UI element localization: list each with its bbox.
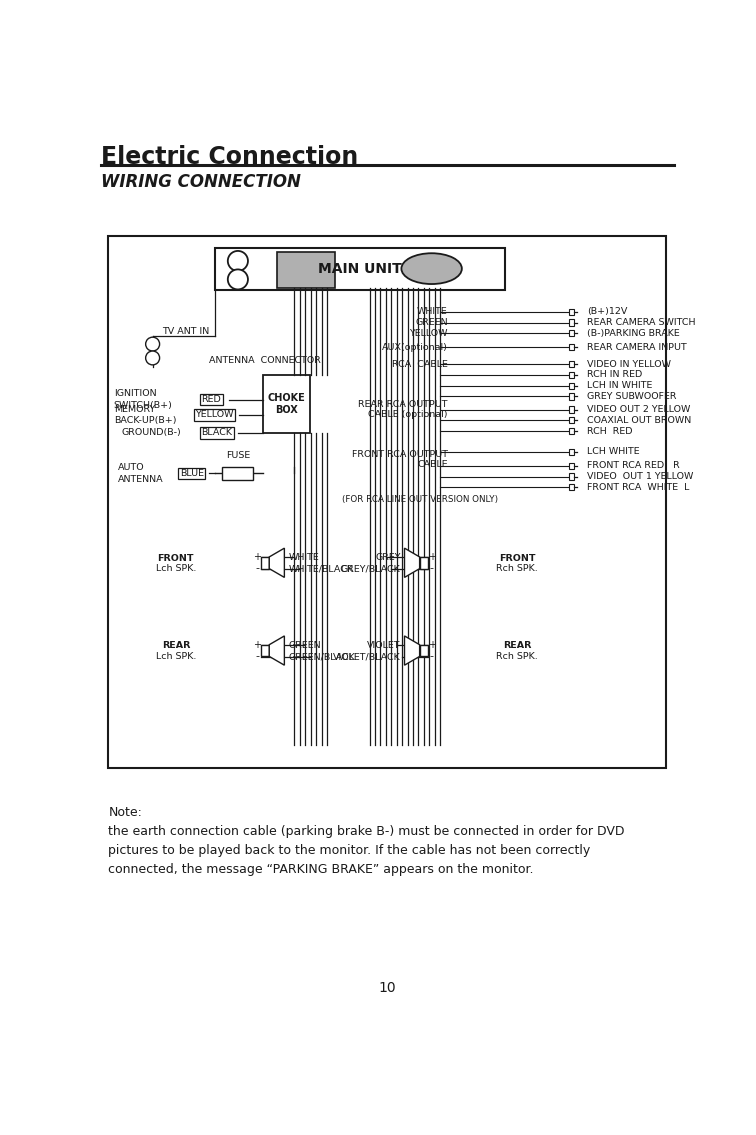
Text: RCH  RED: RCH RED — [587, 427, 633, 436]
Bar — [569, 309, 575, 314]
Bar — [569, 418, 575, 423]
Bar — [569, 344, 575, 351]
Text: FRONT RCA RED   R: FRONT RCA RED R — [587, 461, 680, 470]
Text: IGNITION
SWITCH(B+): IGNITION SWITCH(B+) — [114, 389, 173, 410]
Bar — [569, 330, 575, 336]
Text: +: + — [253, 553, 262, 562]
Text: WHITE: WHITE — [288, 553, 319, 562]
Text: VIOLET: VIOLET — [367, 640, 401, 649]
Text: AUX(optional): AUX(optional) — [382, 343, 448, 352]
Text: FRONT: FRONT — [157, 554, 194, 563]
Bar — [222, 468, 253, 480]
Text: -: - — [429, 563, 434, 573]
Text: REAR CAMERA SWITCH: REAR CAMERA SWITCH — [587, 318, 696, 327]
Bar — [569, 319, 575, 326]
Bar — [569, 485, 575, 490]
Ellipse shape — [401, 253, 462, 284]
Text: GREEN: GREEN — [415, 318, 448, 327]
Text: FRONT RCA OUTPUT
CABLE: FRONT RCA OUTPUT CABLE — [352, 449, 448, 469]
Text: 10: 10 — [379, 981, 396, 994]
Text: WHITE/BLACK: WHITE/BLACK — [288, 564, 353, 573]
Text: COAXIAL OUT BROWN: COAXIAL OUT BROWN — [587, 415, 692, 424]
Bar — [263, 375, 310, 432]
Text: RED: RED — [201, 395, 222, 404]
Text: REAR RCA OUTPUT
CABLE (optional): REAR RCA OUTPUT CABLE (optional) — [358, 400, 448, 419]
Bar — [261, 557, 269, 569]
Text: +: + — [253, 640, 262, 650]
Text: -: - — [256, 651, 259, 661]
Text: BLACK: BLACK — [201, 428, 232, 437]
Bar — [569, 361, 575, 368]
Bar — [569, 394, 575, 400]
Bar — [569, 473, 575, 480]
Circle shape — [146, 351, 160, 364]
Bar — [569, 406, 575, 413]
Text: ANTENNA  CONNECTOR: ANTENNA CONNECTOR — [209, 355, 321, 364]
Text: -: - — [256, 563, 259, 573]
Text: (FOR RCA LINE OUT VERSION ONLY): (FOR RCA LINE OUT VERSION ONLY) — [342, 495, 499, 504]
Text: GREEN: GREEN — [288, 640, 321, 649]
Text: FRONT: FRONT — [499, 554, 535, 563]
Text: (B-)PARKING BRAKE: (B-)PARKING BRAKE — [587, 329, 680, 338]
Text: REAR: REAR — [162, 641, 190, 650]
Text: GROUND(B-): GROUND(B-) — [122, 428, 181, 437]
Text: VIOLET/BLACK: VIOLET/BLACK — [333, 653, 401, 662]
Bar — [215, 247, 505, 291]
Circle shape — [146, 337, 160, 351]
Bar — [277, 252, 335, 288]
Text: FRONT RCA  WHITE  L: FRONT RCA WHITE L — [587, 482, 689, 491]
Text: REAR: REAR — [503, 641, 531, 650]
Text: YELLOW: YELLOW — [410, 329, 448, 338]
Text: Electric Connection: Electric Connection — [101, 145, 358, 169]
Text: REAR CAMERA INPUT: REAR CAMERA INPUT — [587, 343, 687, 352]
Bar — [569, 463, 575, 469]
Bar — [569, 372, 575, 378]
Text: RCA  CABLE: RCA CABLE — [392, 360, 448, 369]
Bar — [261, 645, 269, 656]
Text: WIRING CONNECTION: WIRING CONNECTION — [101, 174, 301, 191]
Text: MEMORY
BACK-UP(B+): MEMORY BACK-UP(B+) — [114, 405, 176, 424]
Text: VIDEO OUT 2 YELLOW: VIDEO OUT 2 YELLOW — [587, 405, 691, 414]
Text: VIDEO  OUT 1 YELLOW: VIDEO OUT 1 YELLOW — [587, 472, 694, 481]
Text: GREY/BLACK: GREY/BLACK — [341, 564, 401, 573]
Text: Lch SPK.: Lch SPK. — [156, 564, 196, 573]
Text: BLUE: BLUE — [180, 469, 204, 478]
Text: (B+)12V: (B+)12V — [587, 308, 627, 317]
Text: AUTO
ANTENNA: AUTO ANTENNA — [118, 463, 163, 484]
Text: WHITE: WHITE — [417, 308, 448, 317]
Text: VIDEO IN YELLOW: VIDEO IN YELLOW — [587, 360, 671, 369]
Text: GREY SUBWOOFER: GREY SUBWOOFER — [587, 392, 677, 401]
Text: Note:
the earth connection cable (parking brake B-) must be connected in order f: Note: the earth connection cable (parkin… — [108, 806, 625, 876]
Polygon shape — [404, 548, 420, 578]
Text: CHOKE
BOX: CHOKE BOX — [268, 393, 305, 415]
Text: RCH IN RED: RCH IN RED — [587, 370, 643, 379]
Bar — [420, 557, 428, 569]
Bar — [569, 382, 575, 389]
Polygon shape — [269, 636, 284, 665]
Text: FUSE: FUSE — [226, 452, 250, 461]
Text: GREEN/BLACK: GREEN/BLACK — [288, 653, 355, 662]
Bar — [108, 236, 667, 767]
Circle shape — [228, 269, 248, 289]
Text: Rch SPK.: Rch SPK. — [496, 564, 538, 573]
Text: Rch SPK.: Rch SPK. — [496, 653, 538, 662]
Polygon shape — [269, 548, 284, 578]
Text: LCH IN WHITE: LCH IN WHITE — [587, 381, 652, 390]
Text: Lch SPK.: Lch SPK. — [156, 653, 196, 662]
Bar — [420, 645, 428, 656]
Text: YELLOW: YELLOW — [195, 411, 234, 420]
Text: -: - — [429, 651, 434, 661]
Bar — [569, 428, 575, 435]
Text: LCH WHITE: LCH WHITE — [587, 447, 640, 456]
Text: MAIN UNIT: MAIN UNIT — [318, 262, 401, 276]
Polygon shape — [404, 636, 420, 665]
Bar — [569, 448, 575, 455]
Text: +: + — [428, 553, 435, 562]
Text: TV ANT IN: TV ANT IN — [162, 327, 209, 336]
Text: +: + — [428, 640, 435, 650]
Circle shape — [228, 251, 248, 271]
Text: GREY: GREY — [375, 553, 401, 562]
